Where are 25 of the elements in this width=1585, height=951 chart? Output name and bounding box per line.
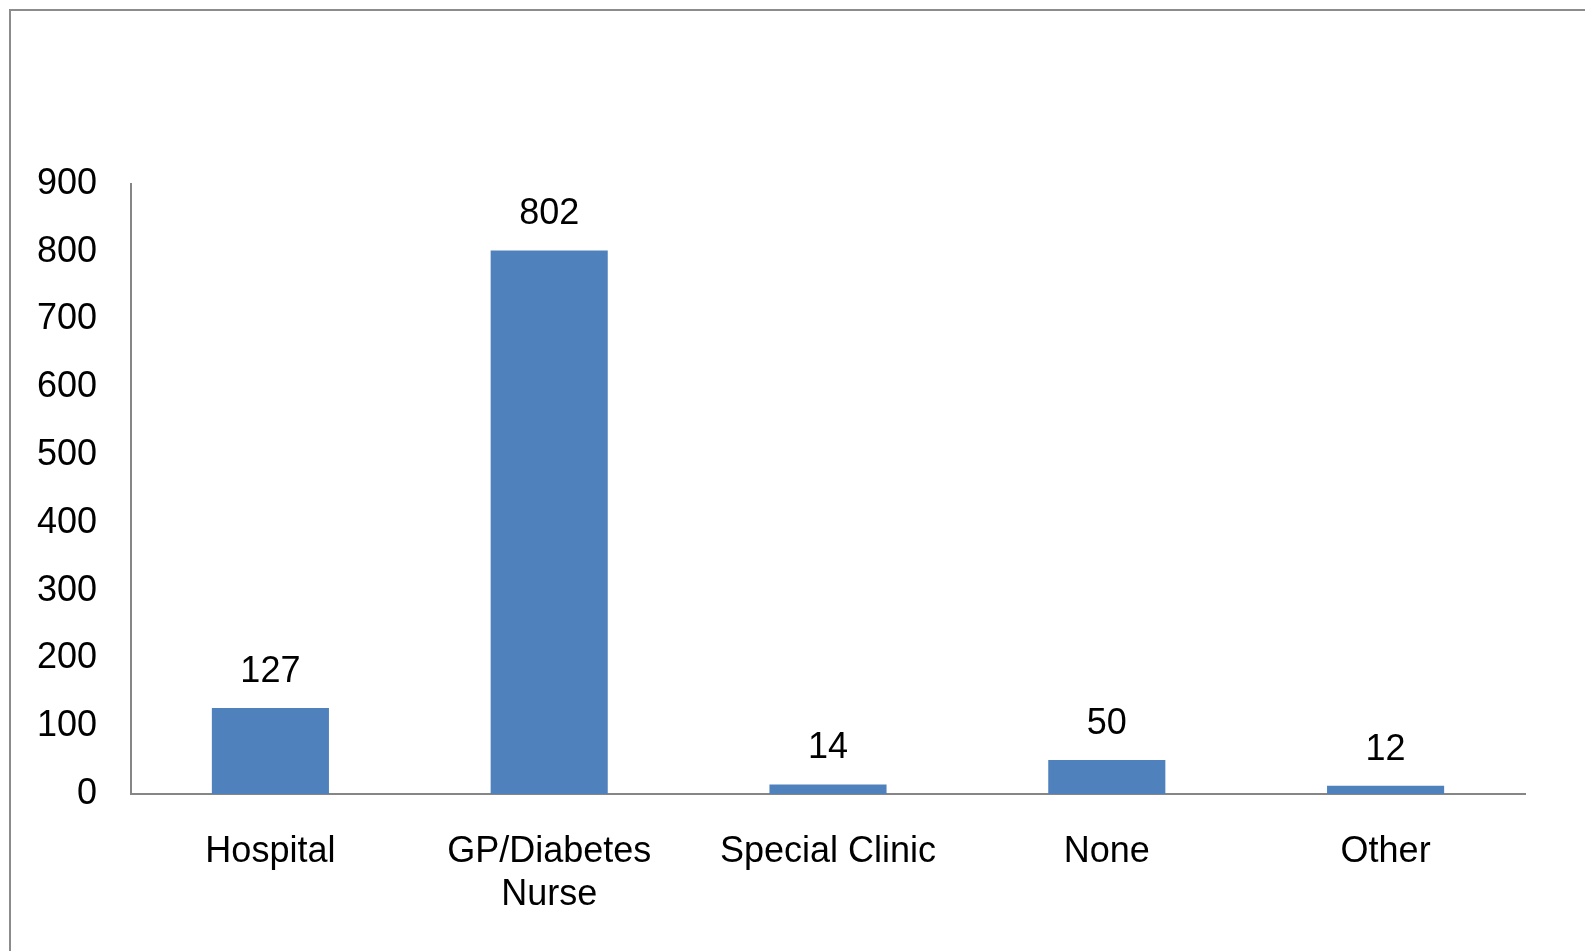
y-tick-label: 100 <box>36 703 97 745</box>
y-tick-label: 500 <box>36 432 97 474</box>
x-tick-label: Special Clinic <box>719 828 937 870</box>
bar <box>769 784 887 794</box>
bar <box>211 707 329 794</box>
x-tick-label: None <box>1063 828 1150 870</box>
bar <box>490 250 608 794</box>
y-tick-label: 900 <box>36 160 97 202</box>
data-label: 802 <box>519 191 580 233</box>
y-tick-label: 800 <box>36 228 97 270</box>
x-tick-label: Other <box>1340 828 1431 870</box>
data-label: 12 <box>1365 726 1406 768</box>
y-tick-label: 600 <box>36 364 97 406</box>
data-label: 127 <box>240 648 301 690</box>
y-tick-label: 200 <box>36 635 97 677</box>
y-tick-label: 400 <box>36 499 97 541</box>
bar <box>1048 760 1166 794</box>
data-label: 14 <box>807 725 849 767</box>
x-tick-label: Hospital <box>205 828 336 870</box>
y-tick-label: 0 <box>76 770 97 812</box>
data-label: 50 <box>1086 701 1127 743</box>
bar <box>1327 785 1445 794</box>
x-tick-label: GP/Diabetes Nurse <box>447 828 652 913</box>
y-tick-label: 700 <box>36 296 97 338</box>
y-tick-label: 300 <box>36 567 97 609</box>
